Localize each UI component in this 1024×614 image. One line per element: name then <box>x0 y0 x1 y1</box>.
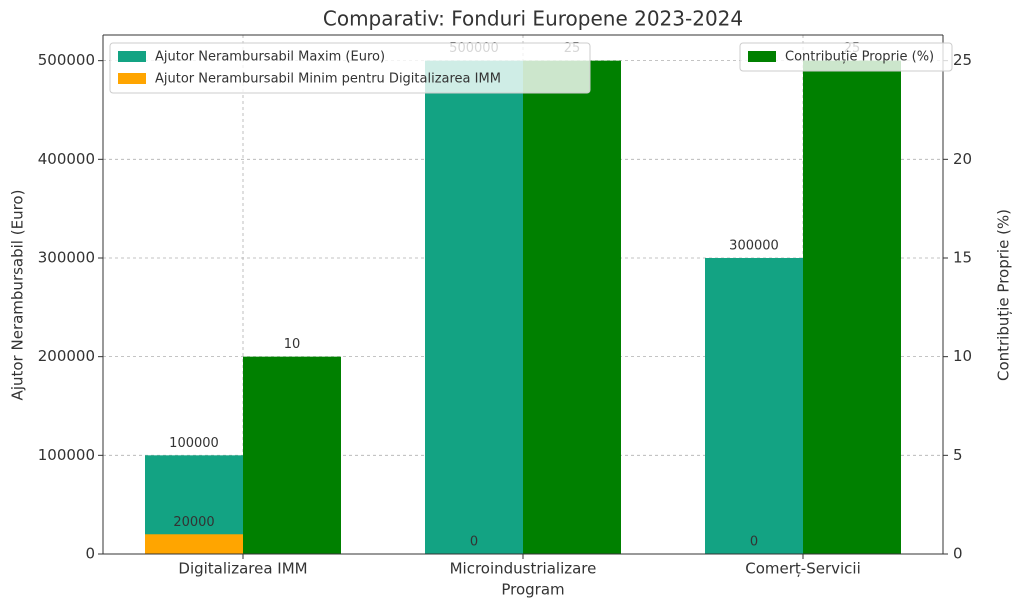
legend: Contribuție Proprie (%) <box>739 42 953 72</box>
x-tick-label: Digitalizarea IMM <box>178 560 307 578</box>
data-label: 0 <box>750 535 758 550</box>
bar <box>425 60 523 554</box>
data-label: 10 <box>284 337 301 352</box>
y-tick-label: 300000 <box>38 248 95 266</box>
legend-box <box>109 42 591 94</box>
data-label: 0 <box>470 535 478 550</box>
legend-swatch <box>748 51 776 62</box>
bar <box>243 356 341 554</box>
y-tick-label: 100000 <box>38 446 95 464</box>
legend-label: Ajutor Nerambursabil Minim pentru Digita… <box>155 72 501 87</box>
y2-tick-label: 10 <box>953 347 972 365</box>
data-label: 20000 <box>173 515 214 530</box>
legend: Ajutor Nerambursabil Maxim (Euro) Ajutor … <box>109 42 591 94</box>
y-tick-label: 200000 <box>38 347 95 365</box>
data-label: 300000 <box>729 238 779 253</box>
bar <box>523 60 621 554</box>
x-tick-label: Comerț-Servicii <box>745 560 861 578</box>
bar <box>705 257 803 554</box>
y2-tick-label: 25 <box>953 51 972 69</box>
legend-box <box>739 42 953 72</box>
x-tick-label: Microindustrializare <box>450 560 597 578</box>
bar <box>803 60 901 554</box>
x-axis-label: Program <box>501 581 564 599</box>
y2-tick-label: 5 <box>953 446 963 464</box>
y2-tick-label: 20 <box>953 150 972 168</box>
chart-title: Comparativ: Fonduri Europene 2023-2024 <box>323 7 743 31</box>
data-label: 100000 <box>169 436 219 451</box>
legend-label: Contribuție Proprie (%) <box>785 50 934 65</box>
y-axis-label: Ajutor Nerambursabil (Euro) <box>9 190 27 401</box>
y-tick-label: 500000 <box>38 51 95 69</box>
bar <box>145 534 243 554</box>
legend-swatch <box>118 51 146 62</box>
y2-axis-label: Contribuție Proprie (%) <box>995 209 1013 381</box>
y-tick-label: 400000 <box>38 150 95 168</box>
legend-label: Ajutor Nerambursabil Maxim (Euro) <box>155 50 385 65</box>
y2-tick-label: 15 <box>953 248 972 266</box>
y2-tick-label: 0 <box>953 545 963 563</box>
legend-swatch <box>118 73 146 84</box>
y-tick-label: 0 <box>85 545 95 563</box>
